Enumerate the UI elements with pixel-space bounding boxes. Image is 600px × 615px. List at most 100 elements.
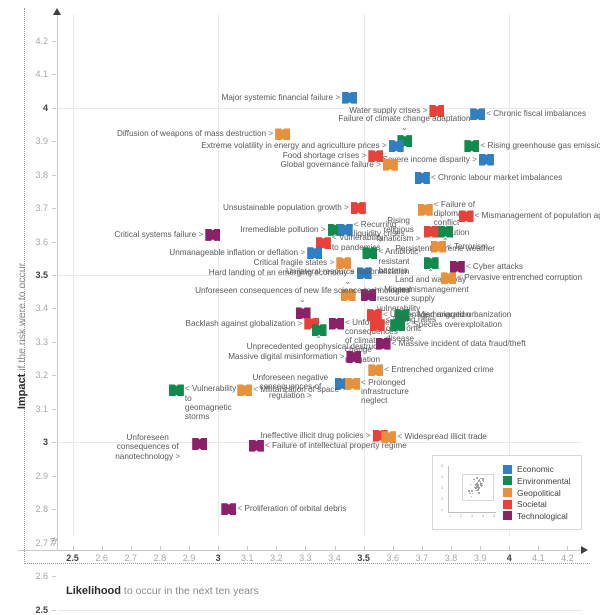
data-point-marker — [394, 309, 410, 322]
outer-guide-vertical — [24, 8, 25, 554]
y-axis-tick-label: 3.2 — [35, 370, 48, 381]
legend-swatch — [503, 476, 512, 486]
y-axis-tick-mark — [52, 609, 56, 611]
x-axis-tick-label: 2.9 — [182, 553, 196, 563]
legend-label: Societal — [517, 499, 547, 510]
legend-items: Economic Environmental Geopolitical Societa… — [500, 464, 581, 522]
data-point-label: Failure of climate change adaptation ⌄ — [338, 113, 471, 132]
data-point-marker — [329, 317, 344, 330]
x-axis-tick-label: 3.2 — [270, 553, 283, 563]
inset-y-tick: 1 — [441, 507, 443, 512]
data-point-marker — [375, 337, 391, 350]
y-axis-tick-label: 3.8 — [35, 169, 48, 180]
x-axis-tick-mark — [480, 546, 482, 550]
data-point-marker — [356, 267, 372, 280]
gridline-horizontal — [58, 275, 582, 276]
inset-x-tick: 4 — [482, 513, 484, 518]
inset-data-dot — [479, 482, 482, 484]
inset-data-dot — [468, 490, 470, 492]
inset-data-dot — [482, 480, 485, 482]
inset-data-dot — [478, 492, 480, 494]
data-point-label: Hard landing of an emerging economy > — [208, 268, 355, 278]
data-point-label: < Rising greenhouse gas emissions — [480, 141, 600, 151]
data-point-marker — [366, 309, 382, 322]
data-point-marker — [350, 202, 366, 215]
y-axis-tick-label: 3.3 — [35, 336, 48, 347]
x-axis-tick-mark — [159, 546, 161, 550]
data-point-marker — [248, 439, 264, 452]
data-point-label: Food shortage crises > — [282, 151, 367, 161]
data-point-label: < Mineral resource supply vulnerability — [377, 285, 435, 313]
data-point-marker — [307, 247, 323, 260]
inset-data-dot — [476, 490, 478, 492]
inset-data-dot — [480, 484, 482, 487]
data-point-marker — [382, 158, 398, 171]
y-axis-tick-mark — [52, 509, 56, 511]
data-point-label: Unsustainable population growth > — [222, 203, 349, 213]
inset-data-dot — [481, 484, 483, 487]
y-axis-tick-mark — [52, 241, 56, 243]
x-axis-tick-mark — [392, 546, 394, 550]
y-axis-tick-label: 4.2 — [35, 35, 48, 46]
data-point-marker — [368, 364, 384, 377]
y-axis-tick-mark — [52, 107, 56, 109]
data-point-label: < Unmanaged migration — [382, 310, 471, 320]
y-axis-tick-mark — [52, 408, 56, 410]
y-axis-tick-label: 3 — [42, 437, 48, 448]
legend-label: Geopolitical — [517, 487, 561, 498]
data-point-label: Critical systems failure > — [114, 229, 204, 239]
data-point-label: Extreme volatility in energy and agricul… — [201, 141, 387, 151]
y-axis-tick-label: 3.9 — [35, 136, 48, 147]
y-axis-tick-label: 2.7 — [35, 537, 48, 548]
data-point-marker — [388, 140, 404, 153]
x-axis-tick-label: 3.6 — [386, 553, 400, 563]
data-point-marker — [315, 237, 331, 250]
x-axis-tick-label: 3.9 — [473, 553, 487, 563]
y-axis-tick-label: 2.9 — [35, 470, 48, 481]
x-axis-tick-mark — [305, 546, 307, 550]
data-point-label: < Species overexploitation — [406, 320, 502, 330]
data-point-marker — [417, 203, 433, 216]
inset-data-dot — [480, 484, 482, 486]
data-point-label: < Entrenched organized crime — [384, 365, 494, 375]
inset-data-dot — [476, 488, 478, 491]
x-axis-tick-mark — [363, 546, 365, 550]
inset-data-dot — [470, 495, 473, 497]
data-point-marker — [438, 225, 454, 238]
data-point-marker — [345, 377, 361, 390]
data-point-label: < Widespread illicit trade — [397, 432, 487, 442]
inset-data-dot — [478, 479, 480, 481]
y-axis-tick-mark — [52, 275, 56, 276]
legend-swatch — [503, 511, 512, 521]
y-axis-tick-label: 3.7 — [35, 203, 48, 214]
x-axis-tick-label: 4.2 — [561, 553, 574, 563]
inset-data-dot — [471, 490, 473, 492]
data-point-label: Unforeseen negative consequences of regu… — [252, 372, 329, 401]
legend-item-soc[interactable]: Societal — [503, 498, 581, 510]
inset-data-dot — [477, 485, 479, 487]
legend-item-geo[interactable]: Geopolitical — [503, 487, 581, 499]
data-point-label: Critical fragile states > — [253, 258, 335, 268]
inset-data-dot — [478, 480, 480, 482]
legend-item-tec[interactable]: Technological — [503, 510, 581, 522]
data-point-label: Massive digital misinformation > — [228, 351, 345, 361]
inset-x-tick: 5 — [493, 513, 495, 518]
data-point-label: < Antibiotic-resistant bacteria — [378, 247, 422, 275]
data-point-marker — [295, 307, 311, 320]
x-axis-tick-mark — [72, 546, 74, 550]
data-point-marker — [336, 257, 352, 270]
y-axis-tick-mark — [52, 74, 56, 76]
data-point-label: Irremediable pollution > — [240, 224, 326, 234]
legend-item-eco[interactable]: Economic — [503, 464, 581, 476]
x-axis-tick-label: 2.7 — [124, 553, 138, 563]
data-point-marker — [464, 140, 480, 153]
data-point-marker — [381, 431, 397, 444]
x-axis-line — [18, 550, 582, 551]
inset-data-dot — [475, 487, 478, 489]
data-point-marker — [430, 240, 446, 253]
legend-item-env[interactable]: Environmental — [503, 475, 581, 487]
inset-data-dot — [476, 484, 478, 487]
data-point-marker — [361, 289, 377, 302]
x-axis-tick-mark — [247, 546, 249, 550]
y-axis-tick-mark — [52, 174, 56, 176]
